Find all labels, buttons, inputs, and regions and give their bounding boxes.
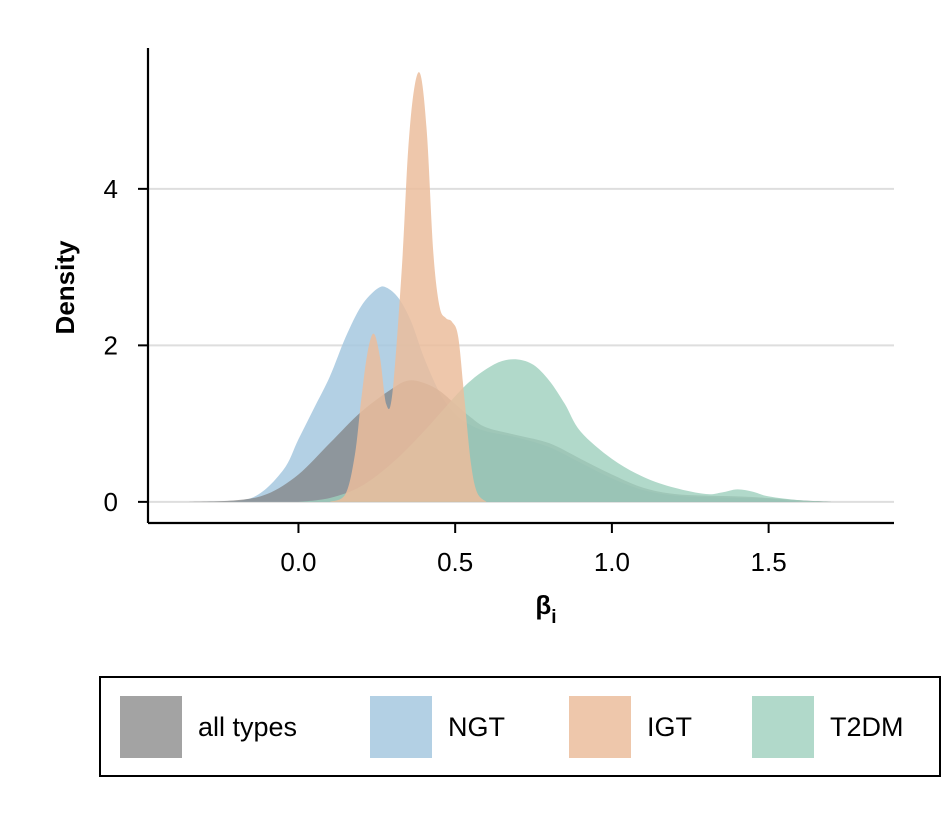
density-areas bbox=[188, 72, 832, 502]
legend-swatch-t2dm bbox=[752, 696, 814, 758]
legend-swatch-ngt bbox=[370, 696, 432, 758]
axes bbox=[146, 48, 894, 525]
x-tick-label: 0.5 bbox=[437, 547, 473, 577]
y-tick-label: 4 bbox=[104, 174, 118, 204]
x-axis-title-subscript: i bbox=[551, 607, 556, 628]
x-tick-label: 0.0 bbox=[280, 547, 316, 577]
legend-swatch-all-types bbox=[120, 696, 182, 758]
x-axis-title: βi bbox=[535, 590, 556, 628]
legend-label-all-types: all types bbox=[198, 712, 297, 742]
tick-marks: 0.0 0.5 1.0 1.5 0 2 4 bbox=[104, 174, 787, 577]
legend-swatch-igt bbox=[569, 696, 631, 758]
density-area-igt bbox=[329, 72, 487, 502]
y-axis-title: Density bbox=[50, 240, 80, 334]
x-axis-title-main: β bbox=[535, 590, 551, 620]
x-tick-label: 1.5 bbox=[751, 547, 787, 577]
legend-label-t2dm: T2DM bbox=[830, 712, 904, 742]
y-tick-label: 0 bbox=[104, 487, 118, 517]
y-tick-label: 2 bbox=[104, 330, 118, 360]
legend-label-igt: IGT bbox=[647, 712, 692, 742]
legend: all types NGT IGT T2DM bbox=[99, 676, 941, 777]
legend-label-ngt: NGT bbox=[448, 712, 505, 742]
x-tick-label: 1.0 bbox=[594, 547, 630, 577]
